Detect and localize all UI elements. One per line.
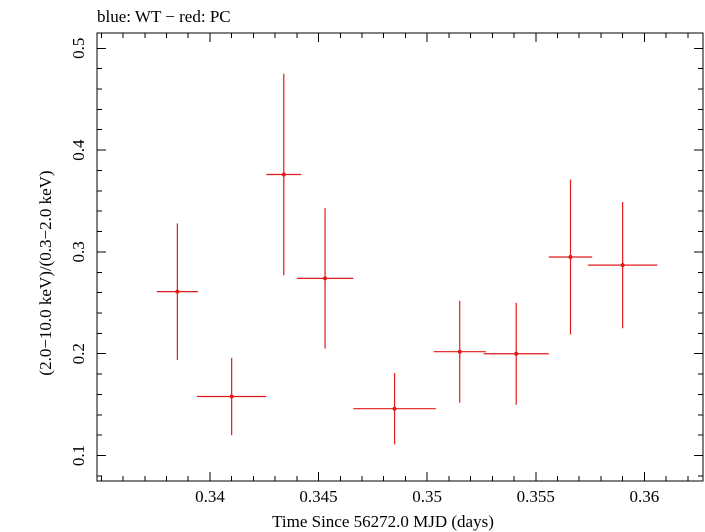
x-tick-label: 0.345 <box>299 487 337 506</box>
data-point-group <box>156 223 198 360</box>
chart-title: blue: WT − red: PC <box>97 7 231 26</box>
data-point <box>392 406 397 411</box>
y-axis-tick-labels: 0.1 0.2 0.3 0.4 0.5 <box>69 38 88 467</box>
data-point <box>620 263 625 268</box>
y-axis-ticks <box>97 47 703 477</box>
x-tick-label: 0.35 <box>412 487 442 506</box>
plot-border <box>96 32 704 482</box>
x-tick-label: 0.34 <box>195 487 225 506</box>
data-point <box>568 255 573 259</box>
y-tick-label: 0.5 <box>69 38 88 59</box>
data-point <box>281 172 286 177</box>
y-axis-label: (2.0−10.0 keV)/(0.3−2.0 keV) <box>36 170 55 375</box>
data-point <box>457 349 462 354</box>
y-tick-label: 0.1 <box>69 445 88 466</box>
y-tick-label: 0.3 <box>69 241 88 262</box>
x-tick-label: 0.36 <box>629 487 659 506</box>
data-point <box>175 289 180 294</box>
y-tick-label: 0.2 <box>69 343 88 364</box>
x-tick-label: 0.355 <box>517 487 555 506</box>
data-layer <box>156 73 658 445</box>
data-point-group <box>266 73 302 276</box>
data-point-group <box>296 208 354 349</box>
data-point <box>229 394 234 399</box>
data-point-group <box>353 373 436 445</box>
data-point-group <box>548 179 593 335</box>
plot-frame <box>96 32 704 482</box>
data-series <box>156 73 658 445</box>
data-point <box>323 276 328 281</box>
x-axis-label: Time Since 56272.0 MJD (days) <box>272 512 494 531</box>
x-axis-tick-labels: 0.34 0.345 0.35 0.355 0.36 <box>195 487 659 506</box>
x-axis-ticks <box>100 33 689 481</box>
data-point-group <box>587 202 658 329</box>
data-point-group <box>433 300 486 403</box>
data-point <box>514 351 519 356</box>
y-tick-label: 0.4 <box>69 139 88 161</box>
data-point-group <box>196 357 267 436</box>
data-point-group <box>483 302 549 405</box>
